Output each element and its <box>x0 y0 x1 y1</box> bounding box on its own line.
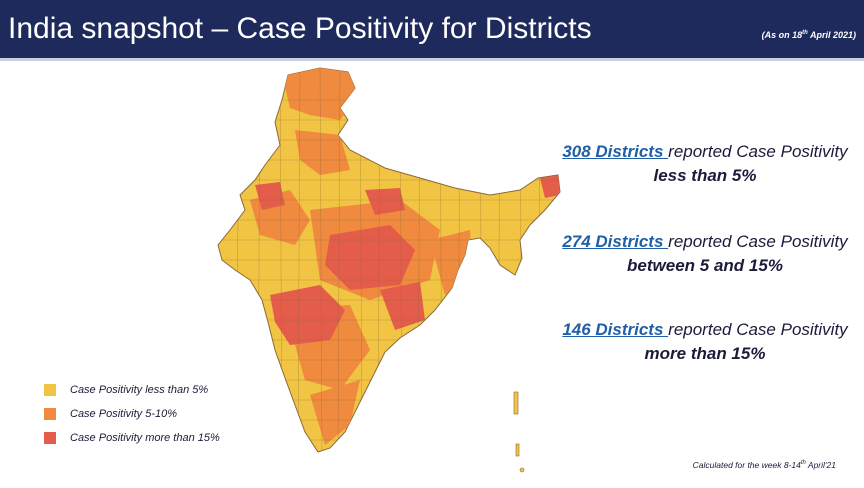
date-note-sup: th <box>802 30 808 36</box>
footnote-sup: th <box>800 460 806 467</box>
stat-emphasis: between 5 and 15% <box>627 256 783 275</box>
map-legend: Case Positivity less than 5% Case Positi… <box>44 378 220 450</box>
india-map-svg <box>217 67 561 473</box>
legend-swatch-mid <box>44 408 56 420</box>
legend-swatch-low <box>44 384 56 396</box>
stat-count-link[interactable]: 274 Districts <box>562 232 669 251</box>
legend-item-mid: Case Positivity 5-10% <box>44 402 220 426</box>
stat-count-link[interactable]: 146 Districts <box>562 320 669 339</box>
title-bar: India snapshot – Case Positivity for Dis… <box>0 0 864 61</box>
stat-less-than-5: 308 Districts reported Case Positivity l… <box>560 140 850 188</box>
region-rajasthan-red <box>255 182 285 210</box>
stat-middle-text: reported Case Positivity <box>668 232 848 251</box>
stat-emphasis: more than 15% <box>644 344 766 363</box>
stat-middle-text: reported Case Positivity <box>668 320 848 339</box>
region-central-red <box>325 225 415 290</box>
region-up-red <box>365 188 405 215</box>
legend-label-mid: Case Positivity 5-10% <box>70 408 177 420</box>
date-note-prefix: (As on 18 <box>761 30 803 40</box>
date-note-suffix: April 2021) <box>807 30 856 40</box>
date-note: (As on 18th April 2021) <box>762 30 856 40</box>
footnote: Calculated for the week 8-14th April'21 <box>693 460 836 470</box>
legend-label-low: Case Positivity less than 5% <box>70 384 209 396</box>
stat-more-than-15: 146 Districts reported Case Positivity m… <box>560 318 850 366</box>
footnote-suffix: April'21 <box>805 460 836 470</box>
islands-2 <box>515 443 520 457</box>
district-borders <box>220 68 560 452</box>
stat-count-link[interactable]: 308 Districts <box>562 142 669 161</box>
page-title: India snapshot – Case Positivity for Dis… <box>8 12 592 45</box>
stat-between-5-15: 274 Districts reported Case Positivity b… <box>560 230 850 278</box>
footnote-prefix: Calculated for the week 8-14 <box>692 460 801 470</box>
india-district-map <box>200 60 580 480</box>
islands-3 <box>519 467 525 473</box>
stat-middle-text: reported Case Positivity <box>668 142 848 161</box>
legend-item-high: Case Positivity more than 15% <box>44 426 220 450</box>
region-punjab-orange <box>295 130 350 175</box>
islands-1 <box>513 391 519 415</box>
legend-label-high: Case Positivity more than 15% <box>70 432 220 444</box>
legend-item-low: Case Positivity less than 5% <box>44 378 220 402</box>
region-tamil-orange <box>310 380 360 445</box>
stat-emphasis: less than 5% <box>653 166 757 185</box>
region-chhattisgarh-red <box>380 282 425 330</box>
region-ne-red <box>540 175 560 198</box>
legend-swatch-high <box>44 432 56 444</box>
